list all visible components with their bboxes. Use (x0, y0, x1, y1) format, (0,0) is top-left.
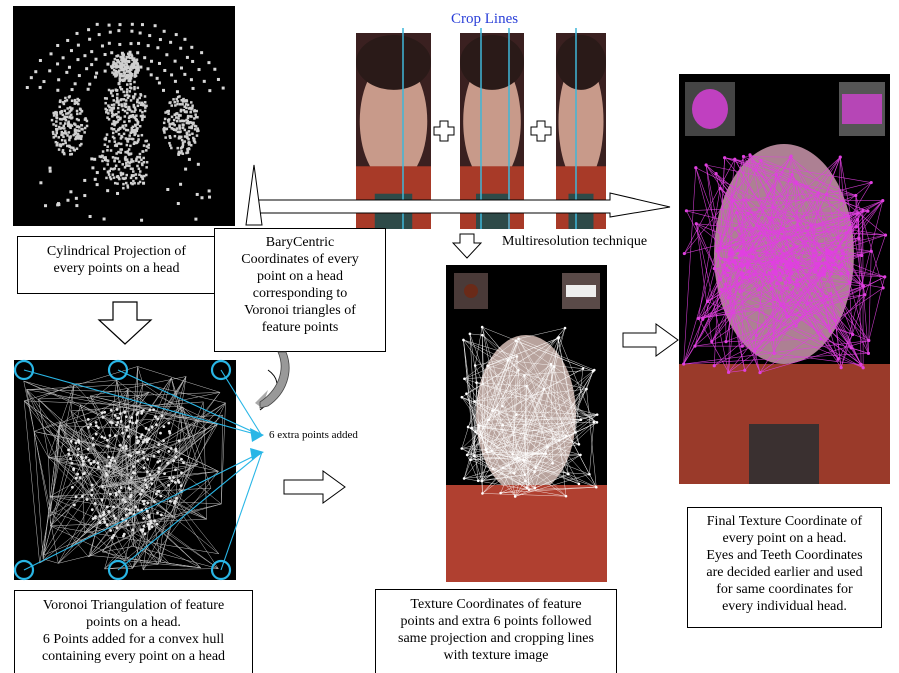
texture-mesh (446, 273, 607, 582)
voronoi-triangulation-image (14, 360, 236, 580)
down-arrow-1 (97, 301, 153, 345)
plus-icon-2 (530, 120, 552, 142)
crop-lines-title: Crop Lines (451, 11, 519, 27)
final-texture-image (679, 74, 890, 484)
plus-icon-1 (433, 120, 455, 142)
face-image-right (556, 33, 606, 229)
projected-points (25, 22, 225, 222)
right-arrow-1 (283, 470, 346, 504)
down-arrow-2 (452, 233, 482, 259)
right-arrow-2 (622, 323, 679, 357)
cylindrical-caption: Cylindrical Projection of every points o… (17, 236, 216, 294)
texture-coordinates-image (446, 265, 607, 582)
curved-arrow (259, 351, 290, 409)
final-caption: Final Texture Coordinate of every point … (687, 507, 882, 628)
extra-points-label: 6 extra points added (269, 429, 358, 441)
multires-label: Multiresolution technique (502, 234, 648, 249)
voronoi-caption: Voronoi Triangulation of feature points … (14, 590, 253, 673)
extra-points-overlay (13, 359, 264, 581)
crop-lines (402, 28, 577, 229)
long-right-arrow (245, 164, 671, 411)
cylindrical-projection-image (13, 6, 235, 226)
final-mesh (679, 82, 890, 484)
barycentric-caption: BaryCentric Coordinates of every point o… (214, 228, 386, 352)
voronoi-mesh (23, 366, 226, 571)
texture-caption: Texture Coordinates of feature points an… (375, 589, 617, 673)
face-strip-right (556, 33, 606, 229)
